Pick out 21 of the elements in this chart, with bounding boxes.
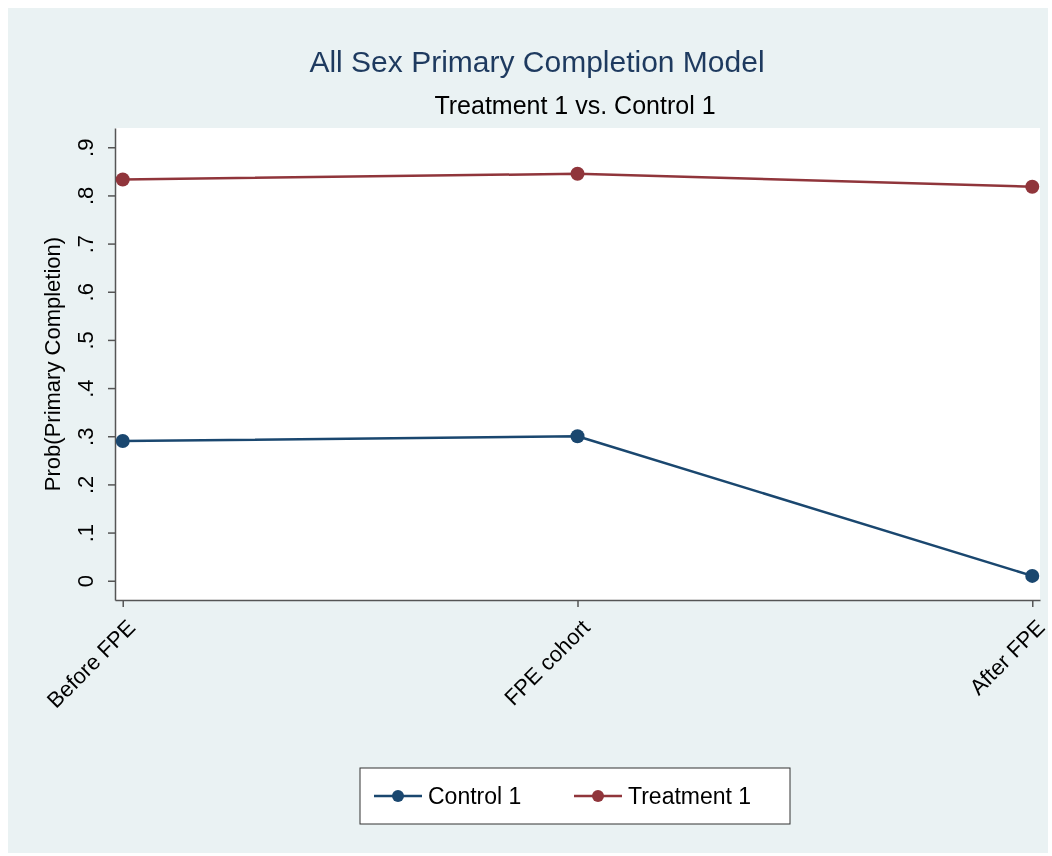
- y-tick-label: .7: [73, 234, 98, 254]
- chart-subtitle: Treatment 1 vs. Control 1: [434, 91, 716, 119]
- y-tick-label: .9: [73, 138, 98, 157]
- y-axis-title: Prob(Primary Completion): [40, 236, 65, 492]
- point: [115, 434, 130, 449]
- point: [570, 166, 585, 181]
- legend-label: Treatment 1: [628, 783, 752, 809]
- y-tick-label: .1: [73, 523, 98, 543]
- y-tick-label: .2: [73, 475, 98, 495]
- y-tick-label: .4: [73, 379, 98, 398]
- y-tick-label: .3: [73, 427, 98, 446]
- y-tick-label: 0: [73, 575, 98, 588]
- point: [1025, 568, 1040, 583]
- y-tick-label: .6: [73, 283, 98, 302]
- point: [1025, 179, 1040, 194]
- point: [570, 429, 585, 444]
- legend-label: Control 1: [428, 783, 522, 809]
- point: [115, 172, 130, 187]
- chart-title: All Sex Primary Completion Model: [309, 45, 765, 78]
- y-tick-label: .5: [73, 331, 98, 350]
- y-tick-label: .8: [73, 186, 98, 206]
